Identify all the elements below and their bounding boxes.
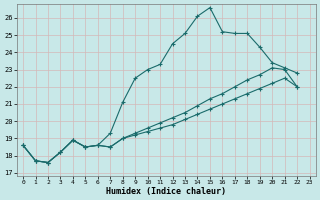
X-axis label: Humidex (Indice chaleur): Humidex (Indice chaleur): [106, 187, 226, 196]
